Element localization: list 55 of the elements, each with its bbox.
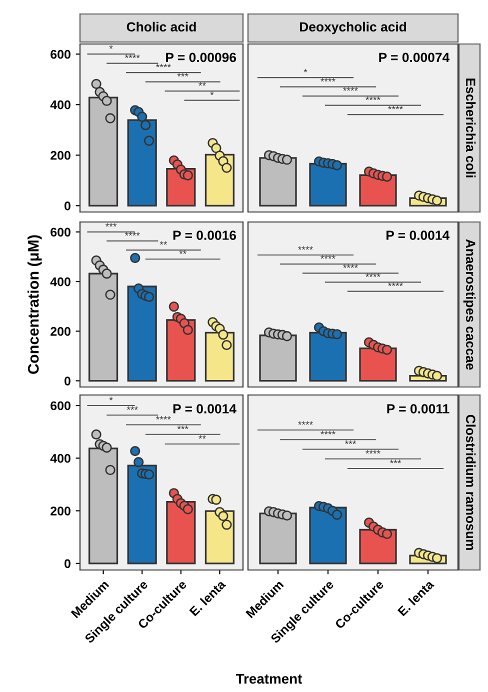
annotation: P = 0.0011 [387,404,450,414]
annotation: *** [106,223,117,227]
y2-axis-title: Escherichia coli [466,78,476,178]
y-tick-label: 200 [50,326,70,336]
y-tick-label: 600 [50,401,70,410]
annotation: **** [298,421,313,425]
annotation: **** [366,450,380,454]
y2-axis-title: Clostridium ramosum [466,414,476,550]
annotation: P = 0.0014 [173,404,236,414]
y-tick-label: 600 [50,50,70,59]
annotation: ** [160,241,168,245]
annotation: **** [298,246,313,250]
y-tick-label: 600 [50,228,70,237]
annotation: **** [320,78,336,82]
annotation: **** [124,54,140,58]
y-tick-label: 400 [50,100,70,110]
annotation: P = 0.0014 [386,230,450,240]
annotation: P = 0.00074 [379,52,450,62]
annotation: **** [388,282,403,286]
annotation: *** [344,440,356,444]
annotation: **** [366,96,380,100]
annotation: *** [177,426,188,430]
y-tick-label: 0 [64,376,70,386]
annotation: *** [126,406,138,410]
annotation: **** [124,232,140,236]
chart-title: Deoxycholic acid [300,22,406,34]
annotation: **** [156,416,171,420]
annotation: ** [198,435,206,439]
annotation: ** [198,82,206,86]
y-tick-label: 0 [64,201,70,210]
annotation: * [210,92,214,95]
annotation: * [109,396,113,400]
y-tick-label: 400 [50,454,70,463]
annotation: P = 0.0016 [173,230,236,240]
annotation: **** [320,430,336,434]
y-tick-label: 200 [50,506,70,516]
annotation: **** [388,106,403,110]
annotation: * [109,45,113,49]
annotation: *** [390,460,402,464]
annotation: **** [366,274,380,277]
annotation: *** [177,73,188,77]
chart-title: Cholic acid [126,22,196,32]
y-tick-label: 200 [50,150,70,160]
y-tick-label: 0 [64,559,70,568]
annotation: **** [343,264,358,268]
annotation: **** [343,87,358,91]
x-axis-title: Treatment [236,674,302,684]
annotation: P = 0.00096 [166,52,236,62]
annotation: **** [156,64,171,68]
y-tick-label: 400 [50,277,70,286]
annotation: * [304,68,308,72]
y2-axis-title: Anaerostipes caccae [463,239,476,370]
annotation: ** [179,250,186,254]
annotation: **** [320,255,336,259]
y-axis-title: Concentration (μM) [28,235,42,374]
